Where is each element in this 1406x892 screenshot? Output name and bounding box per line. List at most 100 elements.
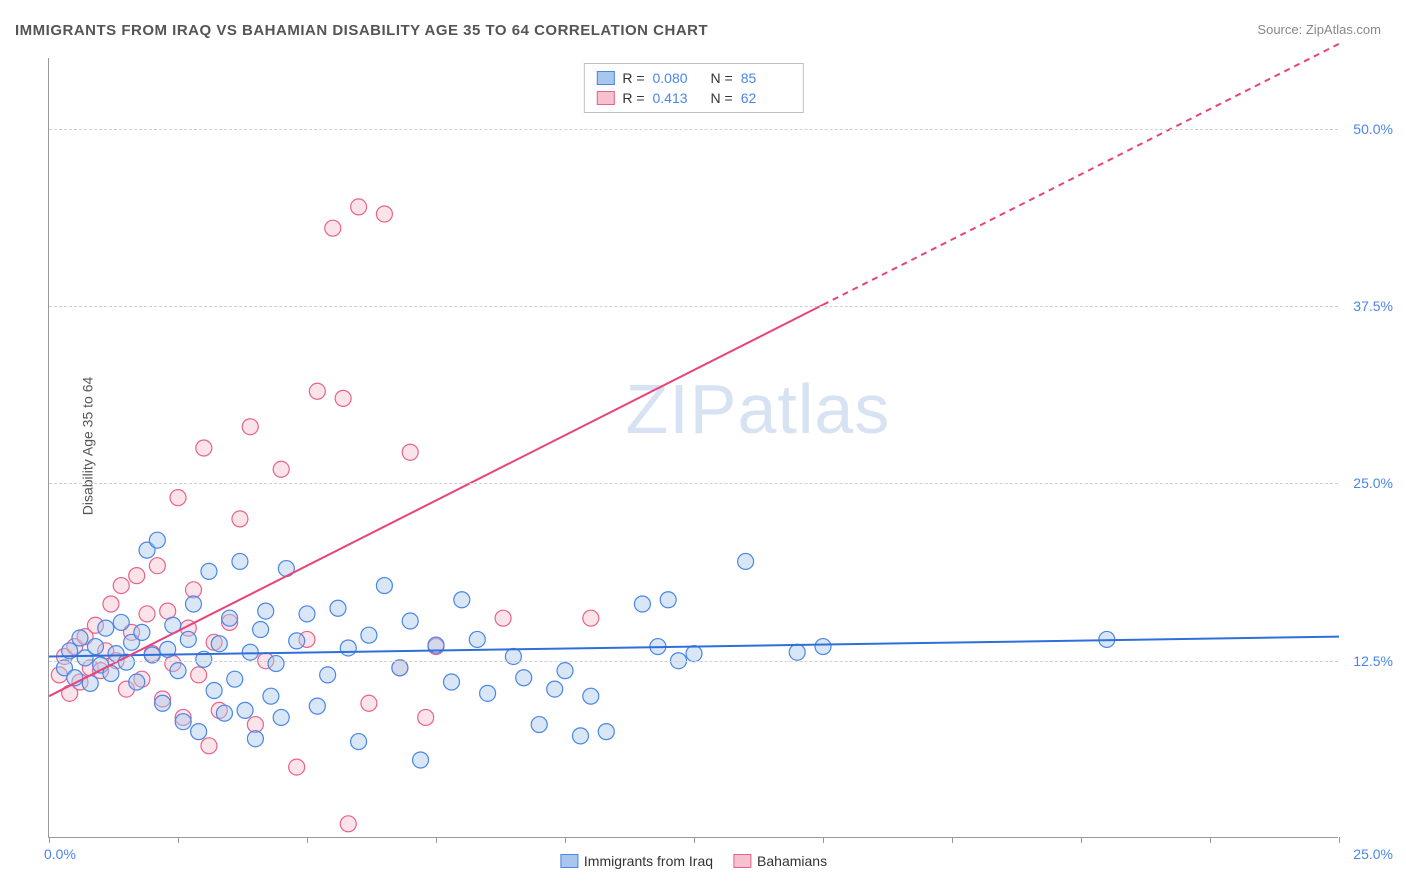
x-axis-end-label: 25.0% [1353,846,1393,862]
x-axis-start-label: 0.0% [44,846,76,862]
gridline [49,661,1338,662]
data-point [206,683,222,699]
data-point [149,532,165,548]
data-point [216,705,232,721]
n-value-bahamians: 62 [741,90,791,106]
data-point [155,695,171,711]
data-point [402,444,418,460]
data-point [351,199,367,215]
data-point [320,667,336,683]
legend-series: Immigrants from Iraq Bahamians [560,853,827,869]
data-point [98,620,114,636]
data-point [191,724,207,740]
x-tick [952,837,953,843]
r-value-bahamians: 0.413 [653,90,703,106]
data-point [273,461,289,477]
data-point [222,610,238,626]
chart-canvas [49,58,1339,838]
x-tick [178,837,179,843]
legend-item-bahamians: Bahamians [733,853,827,869]
data-point [413,752,429,768]
plot-area: ZIPatlas R = 0.080 N = 85 R = 0.413 N = … [48,58,1338,838]
trend-line-dashed [823,44,1339,305]
data-point [227,671,243,687]
gridline [49,483,1338,484]
legend-row-iraq: R = 0.080 N = 85 [596,68,790,88]
n-label: N = [711,90,733,106]
data-point [139,606,155,622]
legend-row-bahamians: R = 0.413 N = 62 [596,88,790,108]
data-point [258,603,274,619]
data-point [335,390,351,406]
data-point [660,592,676,608]
r-label: R = [622,90,644,106]
data-point [170,490,186,506]
swatch-iraq [596,71,614,85]
y-tick-label: 37.5% [1353,298,1393,314]
n-label: N = [711,70,733,86]
data-point [547,681,563,697]
data-point [289,633,305,649]
chart-title: IMMIGRANTS FROM IRAQ VS BAHAMIAN DISABIL… [15,22,708,39]
n-value-iraq: 85 [741,70,791,86]
x-tick [1210,837,1211,843]
x-tick [565,837,566,843]
data-point [175,714,191,730]
data-point [418,709,434,725]
x-tick [1081,837,1082,843]
data-point [340,640,356,656]
data-point [583,688,599,704]
data-point [72,630,88,646]
data-point [113,578,129,594]
data-point [557,663,573,679]
data-point [361,627,377,643]
x-tick [694,837,695,843]
data-point [309,383,325,399]
data-point [469,631,485,647]
data-point [268,656,284,672]
data-point [531,717,547,733]
swatch-iraq [560,854,578,868]
data-point [325,220,341,236]
data-point [134,624,150,640]
x-tick [436,837,437,843]
data-point [185,596,201,612]
data-point [598,724,614,740]
y-tick-label: 50.0% [1353,121,1393,137]
swatch-bahamians [733,854,751,868]
data-point [738,553,754,569]
data-point [351,734,367,750]
x-tick [307,837,308,843]
legend-label-bahamians: Bahamians [757,853,827,869]
data-point [211,636,227,652]
swatch-bahamians [596,91,614,105]
data-point [572,728,588,744]
data-point [103,596,119,612]
data-point [180,631,196,647]
data-point [129,674,145,690]
data-point [242,419,258,435]
r-label: R = [622,70,644,86]
gridline [49,129,1338,130]
x-tick [49,837,50,843]
data-point [376,578,392,594]
data-point [402,613,418,629]
data-point [495,610,511,626]
data-point [253,622,269,638]
data-point [299,606,315,622]
data-point [232,553,248,569]
data-point [232,511,248,527]
data-point [583,610,599,626]
data-point [634,596,650,612]
r-value-iraq: 0.080 [653,70,703,86]
source-attribution: Source: ZipAtlas.com [1257,22,1381,37]
data-point [340,816,356,832]
data-point [480,685,496,701]
data-point [376,206,392,222]
data-point [392,660,408,676]
data-point [309,698,325,714]
y-tick-label: 25.0% [1353,475,1393,491]
data-point [789,644,805,660]
data-point [330,600,346,616]
legend-correlation: R = 0.080 N = 85 R = 0.413 N = 62 [583,63,803,113]
